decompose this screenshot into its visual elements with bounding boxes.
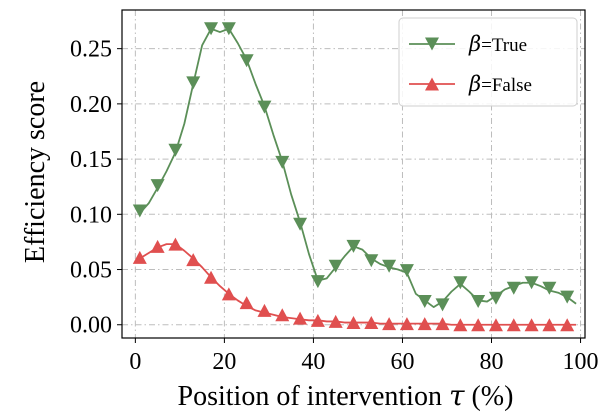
data-point bbox=[310, 275, 325, 289]
y-tick-label: 0.25 bbox=[70, 37, 112, 63]
data-point bbox=[399, 264, 414, 278]
data-point bbox=[346, 316, 361, 330]
y-tick-label: 0.00 bbox=[70, 313, 112, 339]
x-axis-title-symbol: τ bbox=[449, 379, 465, 412]
legend-text: =True bbox=[481, 35, 527, 56]
data-point bbox=[310, 313, 325, 327]
x-tick-label: 80 bbox=[480, 349, 504, 375]
data-point bbox=[328, 259, 343, 273]
x-tick-label: 20 bbox=[212, 349, 236, 375]
data-point bbox=[293, 311, 308, 325]
data-point bbox=[257, 303, 272, 317]
data-point bbox=[417, 317, 432, 331]
x-tick-label: 40 bbox=[301, 349, 325, 375]
y-tick-label: 0.15 bbox=[70, 147, 112, 173]
data-point bbox=[488, 291, 503, 305]
data-point bbox=[328, 314, 343, 328]
data-point bbox=[524, 276, 539, 290]
series-beta-false bbox=[132, 237, 577, 332]
x-tick-label: 0 bbox=[129, 349, 141, 375]
series-layer bbox=[132, 22, 577, 332]
legend-label: β=False bbox=[468, 72, 532, 96]
data-point bbox=[186, 76, 201, 90]
data-point bbox=[542, 318, 557, 332]
legend-item-beta-true: β=True bbox=[409, 32, 527, 56]
data-point bbox=[542, 281, 557, 295]
data-point bbox=[150, 179, 165, 193]
x-tick-label: 60 bbox=[390, 349, 414, 375]
data-point bbox=[382, 259, 397, 273]
x-tick-label: 100 bbox=[563, 349, 599, 375]
legend-symbol: β bbox=[468, 72, 481, 96]
data-point bbox=[239, 54, 254, 68]
legend-marker bbox=[425, 37, 439, 51]
y-tick-label: 0.10 bbox=[70, 202, 112, 228]
y-tick-label: 0.05 bbox=[70, 258, 112, 284]
plot-frame bbox=[121, 9, 586, 339]
data-point bbox=[435, 317, 450, 331]
data-point bbox=[132, 204, 147, 218]
data-point bbox=[293, 217, 308, 231]
legend-label: β=True bbox=[468, 32, 527, 56]
series-beta-true bbox=[132, 22, 577, 312]
legend-marker bbox=[425, 77, 439, 91]
data-point bbox=[186, 253, 201, 267]
data-point bbox=[524, 318, 539, 332]
data-point bbox=[204, 270, 219, 284]
data-point bbox=[168, 237, 183, 251]
data-point bbox=[132, 250, 147, 264]
data-point bbox=[560, 318, 575, 332]
data-point bbox=[382, 317, 397, 331]
data-point bbox=[506, 318, 521, 332]
ticks: 0 20 40 60 80 100 0.00 0.05 0.10 0.15 0.20 0.25 bbox=[70, 37, 599, 375]
y-axis-title: Efficiency score bbox=[20, 81, 51, 263]
x-axis-title-text: Position of intervention bbox=[178, 381, 449, 412]
data-point bbox=[364, 316, 379, 330]
data-point bbox=[453, 276, 468, 290]
data-point bbox=[364, 254, 379, 268]
data-point bbox=[204, 22, 219, 36]
data-point bbox=[239, 296, 254, 310]
data-point bbox=[275, 155, 290, 169]
data-point bbox=[168, 143, 183, 157]
legend-item-beta-false: β=False bbox=[409, 72, 532, 96]
data-point bbox=[257, 100, 272, 114]
data-point bbox=[221, 287, 236, 301]
legend-symbol: β bbox=[468, 32, 481, 56]
data-point bbox=[399, 317, 414, 331]
data-point bbox=[471, 295, 486, 309]
data-point bbox=[346, 239, 361, 253]
x-axis-title-unit: (%) bbox=[464, 381, 513, 412]
data-point bbox=[506, 281, 521, 295]
data-point bbox=[560, 290, 575, 304]
y-tick-label: 0.20 bbox=[70, 92, 112, 118]
data-point bbox=[417, 295, 432, 309]
legend-text: =False bbox=[481, 75, 532, 96]
data-point bbox=[150, 239, 165, 253]
data-point bbox=[471, 318, 486, 332]
data-point bbox=[221, 22, 236, 36]
data-point bbox=[435, 298, 450, 312]
data-point bbox=[488, 318, 503, 332]
data-point bbox=[453, 318, 468, 332]
x-axis-title: Position of intervention τ (%) bbox=[178, 379, 514, 412]
data-point bbox=[275, 308, 290, 322]
